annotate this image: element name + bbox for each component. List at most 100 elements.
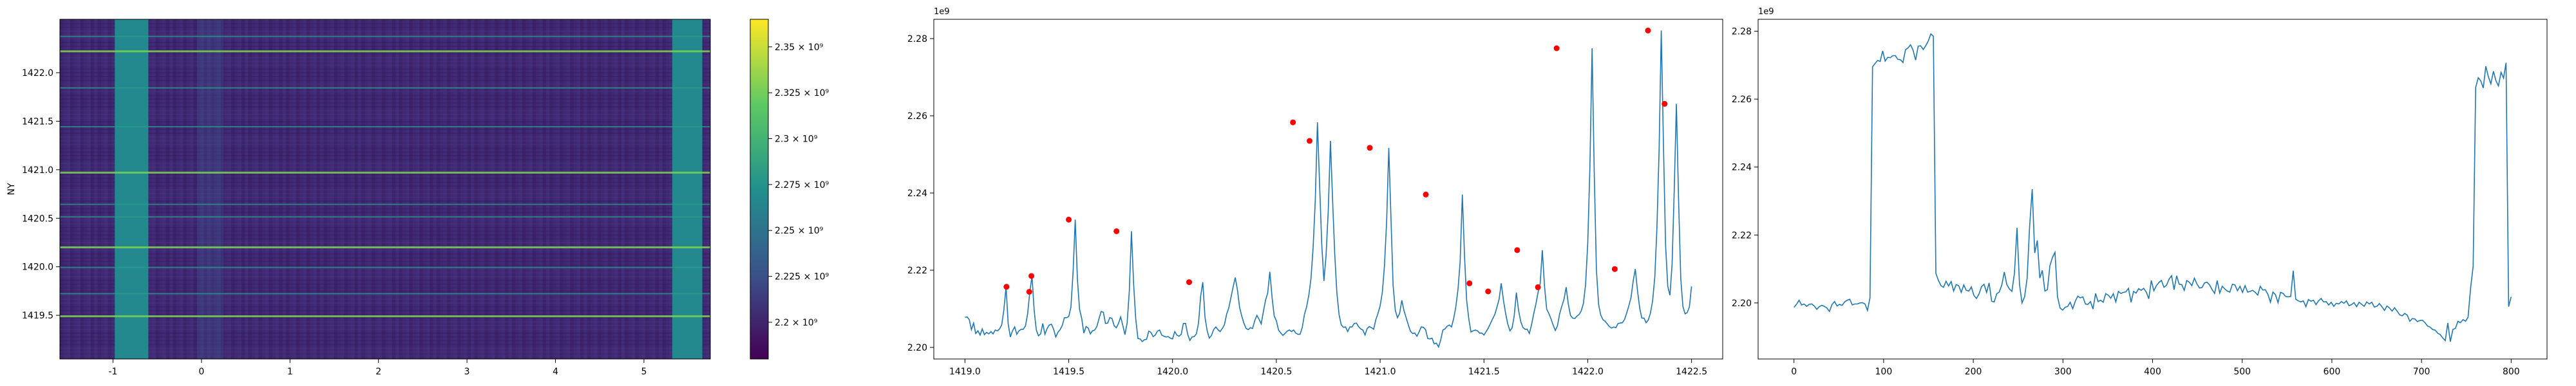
heatmap-row-stripe [60,238,710,240]
timeseries-x-tick-label: 100 [1875,367,1893,377]
heatmap-row-stripe [60,344,710,345]
heatmap-column-stripe [415,19,420,359]
heatmap-column-stripe [491,19,495,359]
heatmap-column-stripe [196,19,201,359]
heatmap-column-stripe [385,19,389,359]
heatmap-column-stripe [334,19,338,359]
heatmap-row-stripe [60,223,710,225]
heatmap-row-stripe [60,109,710,111]
heatmap-row-stripe [60,208,710,210]
heatmap-x-tick-label: 4 [553,367,558,377]
spectrum-x-tick-label: 1419.5 [1053,367,1084,377]
heatmap-column-stripe [535,19,540,359]
peak-marker [1306,138,1312,144]
heatmap-x-tick-label: 3 [464,367,470,377]
heatmap-y-axis-label: NY [6,183,17,195]
timeseries-x-axis: 0 100 200 300 400 500 600 700 800 [1791,359,2520,377]
heatmap-column-stripe [77,19,81,359]
timeseries-x-tick-label: 700 [2413,367,2430,377]
heatmap-column-stripe [460,19,464,359]
heatmap-column-stripe [573,19,578,359]
heatmap-column-stripe [303,19,307,359]
heatmap-bright-row [60,203,710,205]
heatmap-column-stripe [703,19,708,359]
heatmap-row-stripe [60,200,710,202]
heatmap-column-stripe [108,19,112,359]
heatmap-x-tick-label: -1 [108,367,117,377]
heatmap-column-stripe [238,19,242,359]
heatmap-column-stripe [80,19,84,359]
heatmap-row-stripe [60,332,710,334]
heatmap-column-stripe [539,19,544,359]
timeseries-y-tick-label: 2.28 [1732,26,1752,37]
heatmap-column-stripe [337,19,341,359]
heatmap-column-stripe [556,19,560,359]
peak-marker [1535,284,1541,290]
heatmap-row-stripe [60,302,710,304]
timeseries-x-tick-label: 500 [2233,367,2251,377]
heatmap-column-stripe [371,19,375,359]
spectrum-y-tick-label: 2.20 [907,343,927,353]
heatmap-column-stripe [327,19,331,359]
heatmap-column-stripe [90,19,95,359]
colorbar-tick-label: 2.2 × 10⁹ [775,318,818,328]
heatmap-column-stripe [255,19,259,359]
heatmap-row-stripe [60,95,710,96]
heatmap-row-stripe [60,253,710,255]
peak-marker [1290,119,1296,125]
heatmap-column-stripe [217,19,222,359]
heatmap-row-stripe [60,143,710,145]
heatmap-column-stripe [495,19,499,359]
heatmap-x-tick-label: 5 [641,367,647,377]
heatmap-row-stripe [60,279,710,281]
heatmap-row-stripe [60,170,710,172]
heatmap-column-stripe [566,19,571,359]
heatmap-column-stripe [368,19,372,359]
heatmap-row-stripe [60,196,710,198]
heatmap-column-stripe [576,19,581,359]
heatmap-column-stripe [313,19,317,359]
heatmap-row-stripe [60,329,710,331]
heatmap-column-stripe [580,19,584,359]
heatmap-column-stripe [162,19,167,359]
spectrum-y-tick-label: 2.24 [907,188,927,199]
heatmap-column-stripe [532,19,536,359]
heatmap-row-stripe [60,129,710,131]
heatmap-column-stripe [525,19,529,359]
spectrum-offset-label: 1e9 [934,7,950,17]
heatmap-row-stripe [60,216,710,217]
spectrum-x-tick-label: 1419.0 [949,367,981,377]
heatmap-column-stripe [669,19,674,359]
heatmap-column-stripe [310,19,314,359]
timeseries-x-tick-label: 400 [2144,367,2161,377]
timeseries-x-tick-label: 0 [1791,367,1797,377]
heatmap-row-stripe [60,313,710,315]
heatmap-row-stripe [60,347,710,349]
peak-marker [1611,266,1618,272]
heatmap-row-stripe [60,283,710,285]
heatmap-bright-row [60,293,710,295]
spectrum-x-tick-label: 1421.5 [1468,367,1500,377]
heatmap-row-stripe [60,60,710,62]
heatmap-bright-band [115,19,149,359]
heatmap-column-stripe [316,19,321,359]
heatmap-column-stripe [73,19,78,359]
heatmap-column-stripe [320,19,324,359]
heatmap-column-stripe [545,19,550,359]
heatmap-row-stripe [60,261,710,262]
heatmap-column-stripe [224,19,229,359]
heatmap-column-stripe [169,19,174,359]
heatmap-column-stripe [453,19,458,359]
heatmap-column-stripe [265,19,269,359]
heatmap-column-stripe [470,19,475,359]
heatmap-row-stripe [60,42,710,44]
heatmap-column-stripe [357,19,362,359]
colorbar-tick-label: 2.3 × 10⁹ [775,134,818,145]
heatmap-row-stripe [60,174,710,176]
peak-marker [1026,289,1032,295]
heatmap-column-stripe [272,19,276,359]
heatmap-bright-row [60,171,710,174]
timeseries-x-tick-label: 600 [2324,367,2341,377]
heatmap-column-stripe [296,19,300,359]
heatmap-column-stripe [501,19,506,359]
